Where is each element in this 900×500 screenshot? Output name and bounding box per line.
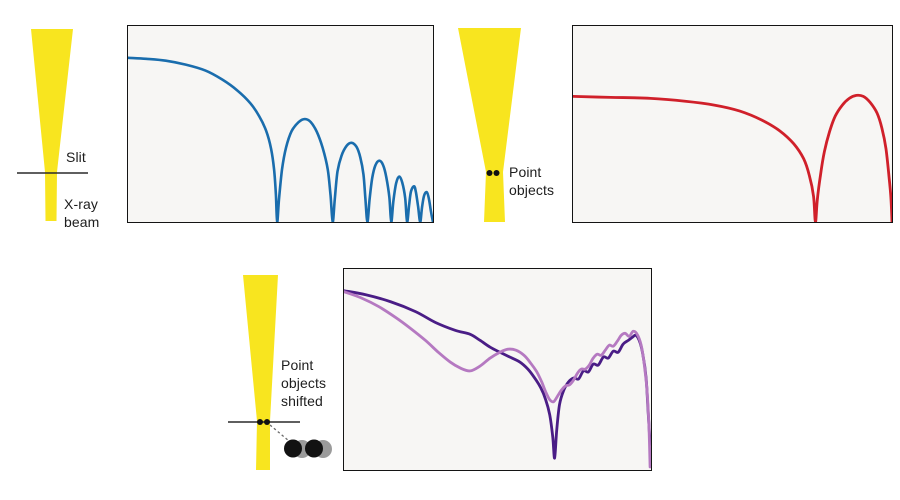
- shifted-dot-2: [264, 419, 270, 425]
- slit-label: Slit: [66, 149, 86, 165]
- zoom-leader-line: [269, 424, 290, 442]
- shifted-dot-1: [257, 419, 263, 425]
- xray-beam-points: [458, 28, 521, 222]
- shifted-point-objects-plot: [344, 289, 651, 469]
- slit-diffraction-plot: [128, 56, 433, 222]
- object-circle-1: [284, 439, 302, 458]
- slit-intensity-curve: [128, 56, 433, 222]
- point-objects-chart: [572, 25, 893, 223]
- object-circle-2: [305, 439, 323, 458]
- slit-diffraction-chart: [127, 25, 434, 223]
- xray-beam-shifted: [243, 275, 278, 470]
- two-point-intensity-curve: [573, 93, 892, 222]
- xray-beam-label: X-ray beam: [64, 196, 100, 230]
- point-object-dot-1: [486, 170, 493, 176]
- point-objects-shifted-label: Point objects shifted: [281, 357, 327, 409]
- point-object-dot-2: [493, 170, 500, 176]
- xray-beam-slit: [31, 29, 73, 221]
- shifted-point-objects-chart: [343, 268, 652, 471]
- point-objects-plot: [573, 93, 892, 222]
- point-objects-label: Point objects: [509, 164, 555, 198]
- series-light-curve: [344, 290, 651, 469]
- series-dark-curve: [344, 289, 651, 460]
